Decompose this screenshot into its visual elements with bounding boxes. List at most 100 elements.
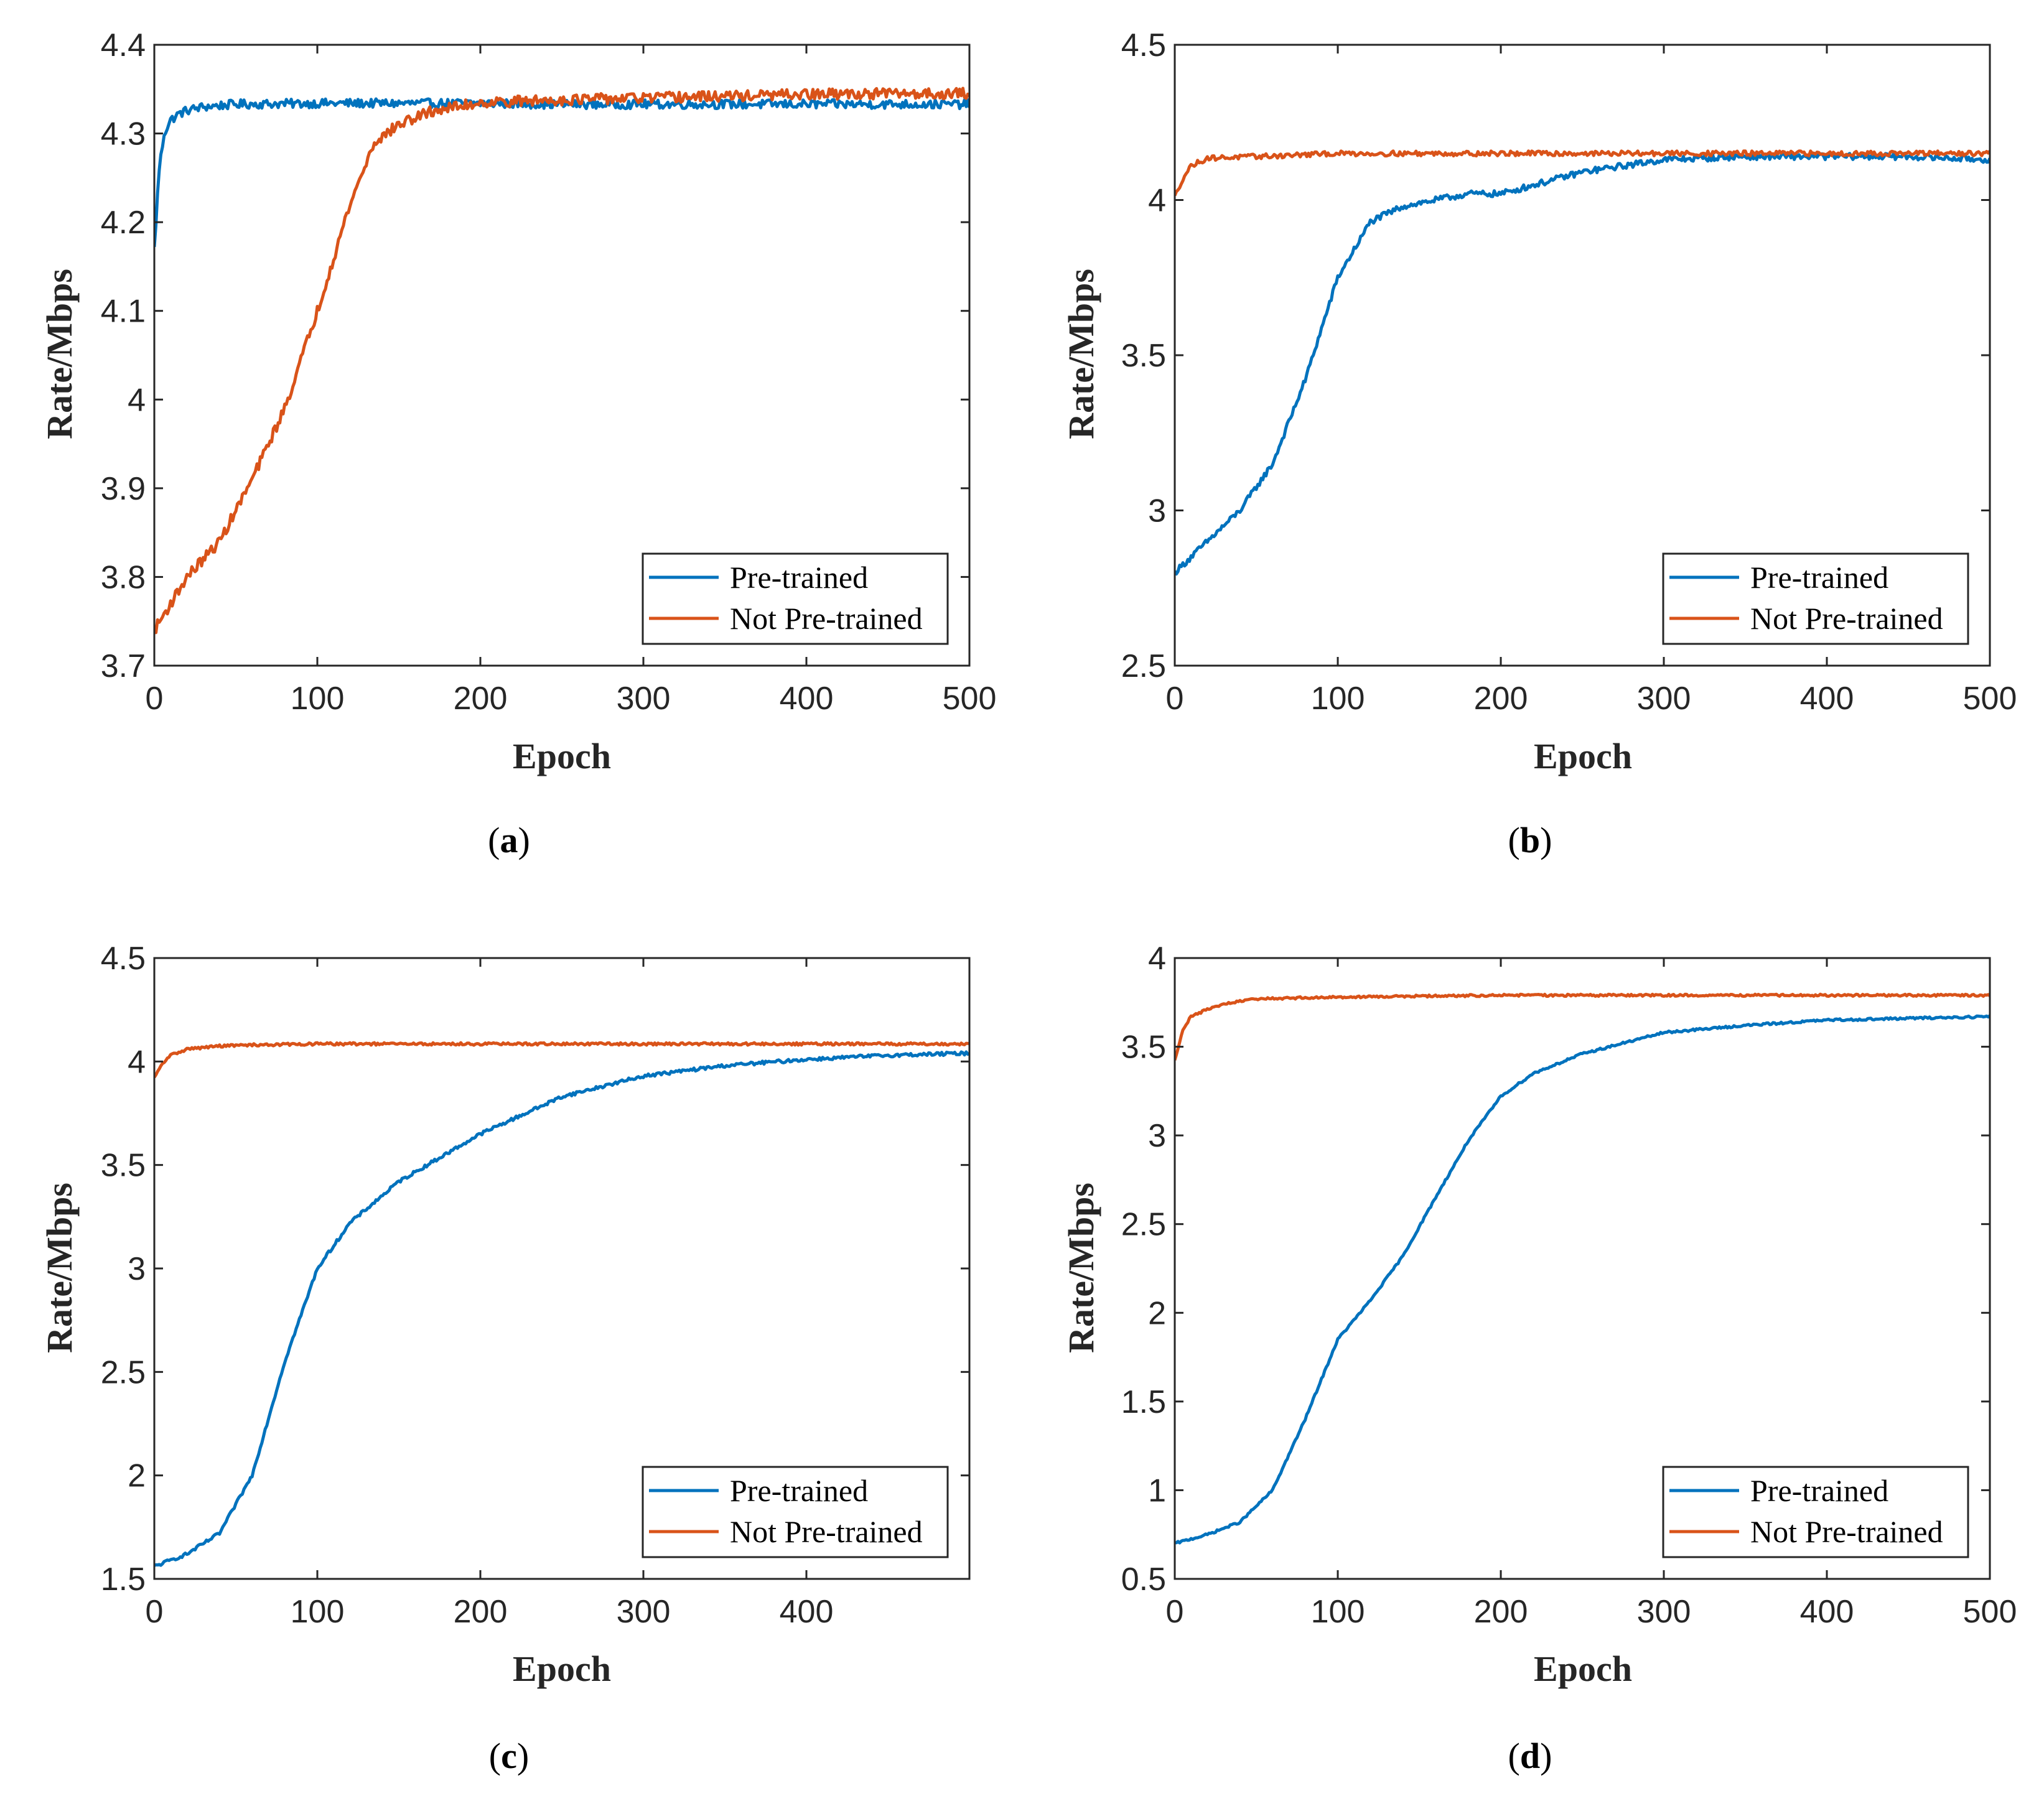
series-line-c-not-pretrained	[154, 1041, 969, 1079]
y-axis-label-c: Rate/Mbps	[39, 1183, 80, 1353]
x-axis-label-a: Epoch	[513, 736, 611, 776]
legend-label-a-not-pretrained: Not Pre-trained	[730, 601, 923, 636]
y-tick-label-a: 4.2	[101, 205, 146, 241]
y-tick-label-a: 3.8	[101, 559, 146, 595]
legend-a: Pre-trained Not Pre-trained	[642, 552, 949, 645]
y-axis-label-d: Rate/Mbps	[1061, 1183, 1101, 1353]
y-tick-label-d: 2	[1148, 1295, 1166, 1331]
y-tick-label-d: 1.5	[1121, 1384, 1166, 1420]
legend-b: Pre-trained Not Pre-trained	[1662, 552, 1969, 645]
y-tick-label-c: 3	[128, 1251, 146, 1287]
series-group-d	[1175, 992, 1990, 1545]
x-tick-label-d: 200	[1474, 1594, 1528, 1630]
y-tick-label-d: 4	[1148, 941, 1166, 977]
y-tick-label-a: 4.1	[101, 294, 146, 330]
caption-b: (b)	[1508, 820, 1552, 860]
y-tick-label-d: 1	[1148, 1473, 1166, 1509]
x-tick-label-d: 500	[1963, 1594, 2017, 1630]
y-tick-label-d: 3	[1148, 1118, 1166, 1154]
y-tick-label-a: 4	[128, 382, 146, 418]
legend-box-b	[1662, 552, 1969, 645]
caption-letter-b: b	[1520, 820, 1540, 860]
x-tick-label-a: 400	[780, 681, 834, 717]
y-tick-label-b: 4	[1148, 183, 1166, 219]
legend-label-d-not-pretrained: Not Pre-trained	[1750, 1514, 1943, 1549]
series-group-c	[154, 1041, 969, 1567]
caption-letter-a: a	[500, 820, 518, 860]
y-tick-label-b: 3.5	[1121, 338, 1166, 374]
y-tick-label-d: 2.5	[1121, 1207, 1166, 1243]
y-tick-label-c: 2.5	[101, 1354, 146, 1390]
legend-label-a-pretrained: Pre-trained	[730, 560, 868, 595]
panel-c: 0 100 200 300 400 1.5 2 2.5 3 3.5 4 4.5 Pre-trained N…	[39, 941, 971, 1776]
series-line-c-pretrained	[154, 1050, 969, 1567]
series-line-a-not-pretrained	[154, 86, 969, 635]
legend-box-a	[642, 552, 949, 645]
y-tick-label-b: 3	[1148, 493, 1166, 529]
axes-box-a	[153, 44, 971, 667]
x-tick-label-d: 400	[1800, 1594, 1854, 1630]
series-line-d-pretrained	[1175, 1014, 1990, 1545]
legend-box-d	[1662, 1466, 1969, 1558]
x-tick-label-d: 100	[1311, 1594, 1365, 1630]
caption-letter-d: d	[1520, 1736, 1540, 1776]
y-axis-label-b: Rate/Mbps	[1061, 269, 1101, 439]
x-tick-label-d: 0	[1166, 1594, 1184, 1630]
caption-a: (a)	[488, 820, 530, 860]
y-tick-label-c: 4.5	[101, 941, 146, 977]
x-tick-label-b: 500	[1963, 681, 2017, 717]
y-tick-label-b: 4.5	[1121, 27, 1166, 63]
plot-area-c: 0 100 200 300 400 1.5 2 2.5 3 3.5 4 4.5 Pre-trained N…	[101, 941, 971, 1630]
legend-c: Pre-trained Not Pre-trained	[642, 1466, 949, 1558]
y-axis-label-a: Rate/Mbps	[39, 269, 80, 439]
y-tick-label-a: 3.9	[101, 471, 146, 507]
legend-label-c-not-pretrained: Not Pre-trained	[730, 1514, 923, 1549]
x-axis-label-d: Epoch	[1534, 1649, 1632, 1689]
legend-label-b-pretrained: Pre-trained	[1750, 560, 1888, 595]
y-tick-label-c: 2	[128, 1458, 146, 1494]
y-tick-label-b: 2.5	[1121, 648, 1166, 684]
x-tick-label-c: 200	[454, 1594, 508, 1630]
caption-d: (d)	[1508, 1736, 1552, 1776]
legend-label-c-pretrained: Pre-trained	[730, 1473, 868, 1508]
caption-letter-c: c	[501, 1736, 517, 1776]
axes-box-d	[1174, 957, 1991, 1580]
plot-area-b: 0 100 200 300 400 500 2.5 3 3.5 4 4.5 Pre-trained No…	[1121, 27, 2017, 717]
x-tick-label-a: 300	[617, 681, 671, 717]
y-tick-label-c: 4	[128, 1044, 146, 1080]
y-tick-label-c: 1.5	[101, 1561, 146, 1598]
y-tick-label-d: 3.5	[1121, 1030, 1166, 1066]
y-tick-label-d: 0.5	[1121, 1561, 1166, 1598]
series-group-a	[154, 86, 969, 635]
x-tick-label-b: 400	[1800, 681, 1854, 717]
series-line-d-not-pretrained	[1175, 992, 1990, 1061]
legend-d: Pre-trained Not Pre-trained	[1662, 1466, 1969, 1558]
series-line-b-not-pretrained	[1175, 149, 1990, 197]
y-tick-label-a: 4.4	[101, 27, 146, 63]
x-tick-label-c: 0	[146, 1594, 164, 1630]
series-line-b-pretrained	[1175, 152, 1990, 576]
y-tick-label-a: 3.7	[101, 648, 146, 684]
x-tick-label-b: 100	[1311, 681, 1365, 717]
legend-box-c	[642, 1466, 949, 1558]
x-tick-label-c: 300	[617, 1594, 671, 1630]
series-line-a-pretrained	[154, 97, 969, 248]
panel-b: 0 100 200 300 400 500 2.5 3 3.5 4 4.5 Pre-trained No…	[1061, 27, 2017, 860]
plot-area-d: 0 100 200 300 400 500 0.5 1 1.5 2 2.5 3 3.5 4 Pre-trai…	[1121, 941, 2017, 1630]
plot-area-a: 0 100 200 300 400 500 3.7 3.8 3.9 4 4.1 4.2 4.3 4.4 Pr…	[101, 27, 997, 717]
x-tick-label-a: 100	[291, 681, 345, 717]
panel-d: 0 100 200 300 400 500 0.5 1 1.5 2 2.5 3 3.5 4 Pre-trai…	[1061, 941, 2017, 1776]
x-tick-label-d: 300	[1637, 1594, 1691, 1630]
x-tick-label-c: 400	[780, 1594, 834, 1630]
x-tick-label-a: 200	[454, 681, 508, 717]
x-axis-label-c: Epoch	[513, 1649, 611, 1689]
panel-a: 0 100 200 300 400 500 3.7 3.8 3.9 4 4.1 4.2 4.3 4.4 Pr…	[39, 27, 996, 860]
x-tick-label-b: 300	[1637, 681, 1691, 717]
y-tick-label-c: 3.5	[101, 1148, 146, 1184]
legend-label-d-pretrained: Pre-trained	[1750, 1473, 1888, 1508]
x-tick-label-a: 0	[146, 681, 164, 717]
caption-c: (c)	[489, 1736, 529, 1776]
x-tick-label-b: 0	[1166, 681, 1184, 717]
legend-label-b-not-pretrained: Not Pre-trained	[1750, 601, 1943, 636]
